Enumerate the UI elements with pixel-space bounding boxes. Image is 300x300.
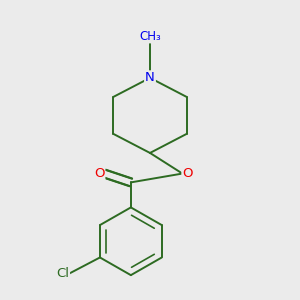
- Text: Cl: Cl: [56, 267, 69, 280]
- Text: O: O: [182, 167, 193, 180]
- Text: CH₃: CH₃: [139, 29, 161, 43]
- Text: O: O: [94, 167, 104, 180]
- Text: N: N: [145, 71, 155, 84]
